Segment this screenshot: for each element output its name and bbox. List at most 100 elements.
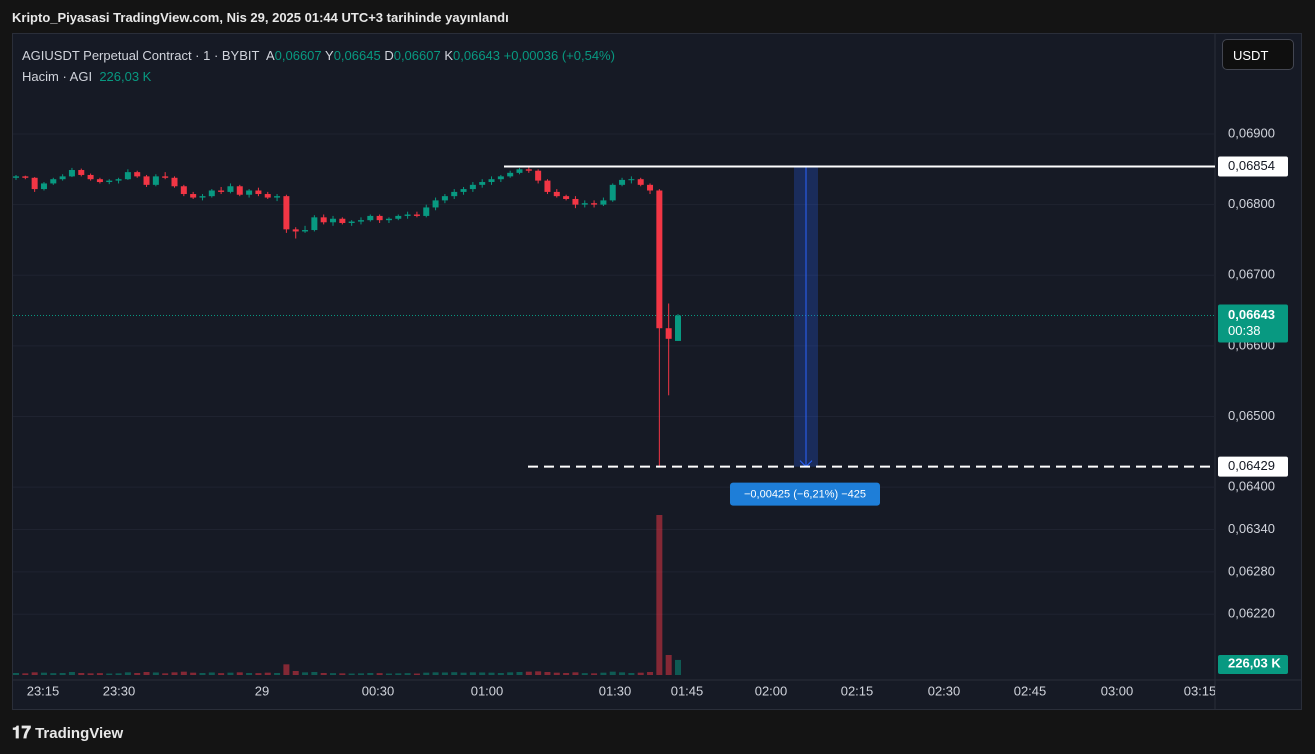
y-tick-label: 0,06700 [1228,267,1275,282]
volume-bar [96,673,103,675]
y-tick-label: 0,06220 [1228,606,1275,621]
level-label-box [1218,456,1288,477]
candle-body [283,196,290,230]
candle-body [227,186,234,192]
candle-body [581,203,588,205]
candle-body [292,229,299,232]
countdown: 00:38 [1228,323,1261,338]
volume-bar [665,655,672,675]
volume-bar [423,672,430,675]
volume-bar [199,673,206,675]
ohlc-key: D [384,48,394,63]
volume-bar [68,672,75,675]
volume-bar [432,672,439,675]
symbol: AGIUSDT Perpetual Contract · 1 · BYBIT [22,48,260,63]
volume-bar [311,672,318,675]
candle-body [171,177,178,187]
x-tick-label: 23:15 [27,683,60,698]
currency-button[interactable]: USDT [1222,39,1294,70]
volume-bar [171,672,178,675]
volume-bar [544,672,551,675]
candle-body [190,194,197,198]
candle-body [264,194,271,198]
candle-body [124,172,131,180]
volume-bar [553,672,560,675]
candle-body [13,176,19,178]
volume-bar [124,672,131,675]
volume-bar [255,673,262,675]
volume-bar [600,672,607,675]
volume-bar [180,671,187,675]
candle-body [507,172,514,177]
ohlc-value: 0,06607 [274,48,322,63]
candle-body [413,214,420,216]
volume-bar [236,672,243,675]
x-tick-label: 23:30 [103,683,136,698]
legend: AGIUSDT Perpetual Contract · 1 · BYBIT A… [22,45,615,87]
volume-bar [264,672,271,675]
volume-bar [218,673,225,675]
legend-row: Hacim · AGI 226,03 K [22,66,615,87]
level-label-box [1218,156,1288,177]
measure-label-box [730,482,880,506]
candle-body [423,207,430,216]
volume-bar [22,673,29,675]
x-tick-label: 02:45 [1014,683,1047,698]
candle-body [199,196,206,198]
candle-body [115,179,122,181]
candle-body [31,177,38,190]
ohlc-key: A [265,48,275,63]
candle-body [385,218,392,221]
candle-body [208,190,215,197]
volume-bar [162,673,169,675]
volume-bar [628,673,635,675]
volume-bar [451,672,458,675]
volume-bar [581,673,588,675]
candle-body [339,218,346,223]
volume-bar [31,672,38,675]
volume-bar [507,672,514,675]
candle-body [404,214,411,216]
x-tick-label: 01:30 [599,683,632,698]
x-tick-label: 02:15 [841,683,874,698]
candle-body [665,328,672,339]
volume-label-box [1218,655,1288,674]
change: +0,00036 (+0,54%) [503,48,615,63]
candle-body [395,215,402,219]
volume-bar [50,673,57,675]
ohlc: A0,06607 Y0,06645 D0,06607 K0,06643 [266,48,504,63]
volume-bar [497,673,504,675]
brand: 𝟏𝟕 TradingView [12,723,123,743]
volume-bar [367,673,374,675]
candle-body [246,190,253,195]
volume-bar [283,664,290,675]
candle-body [619,179,626,185]
candle-body [367,215,374,221]
legend-row: AGIUSDT Perpetual Contract · 1 · BYBIT A… [22,45,615,66]
x-tick-label: 03:00 [1101,683,1134,698]
volume-bar [357,673,364,675]
candle-body [535,170,542,181]
volume-bar [572,672,579,675]
candle-body [236,186,243,195]
last-price-box [1218,304,1288,343]
y-tick-label: 0,06280 [1228,563,1275,578]
x-tick-label: 01:45 [671,683,704,698]
volume-bar [330,673,337,675]
candle-body [479,182,486,185]
volume-bar [208,672,215,675]
volume-bar [302,672,309,675]
candle-body [255,190,262,195]
candle-body [302,230,309,232]
x-tick-label: 02:30 [928,683,961,698]
candle-body [647,184,654,191]
candle-body [497,176,504,180]
page-title: Kripto_Piyasasi TradingView.com, Nis 29,… [12,10,509,25]
ohlc-value: 0,06643 [453,48,501,63]
candle-body [637,179,644,185]
volume-bar [376,673,383,675]
y-tick-label: 0,06800 [1228,196,1275,211]
candle-body [152,176,159,185]
ohlc-value: 0,06607 [393,48,441,63]
candle-body [50,179,57,184]
